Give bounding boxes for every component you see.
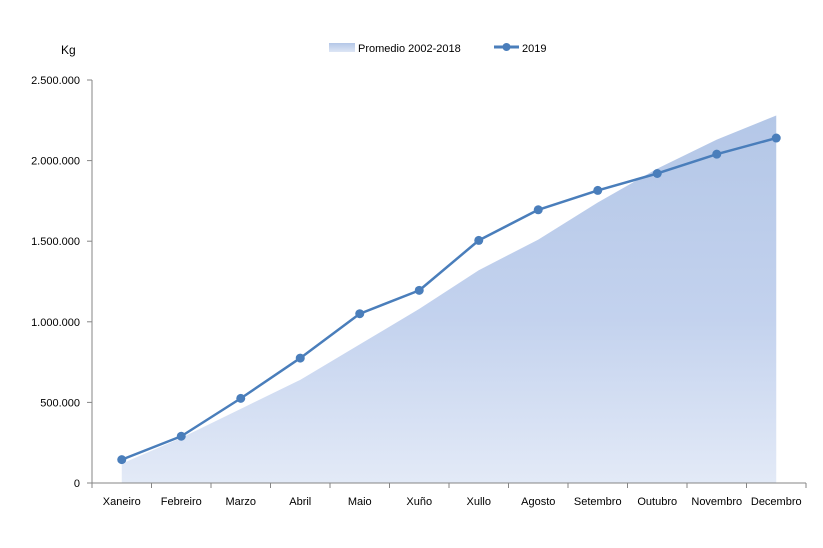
x-tick-label: Febreiro	[161, 496, 202, 508]
y-tick-label: 1.500.000	[31, 236, 80, 248]
average-area	[121, 115, 777, 484]
y-tick-label: 2.000.000	[31, 156, 80, 168]
series-2019-point	[295, 353, 305, 363]
x-tick-label: Marzo	[225, 496, 256, 508]
x-tick-label: Abril	[289, 496, 311, 508]
y-tick-label: 2.500.000	[31, 75, 80, 87]
series-2019-line	[121, 136, 777, 461]
series-2019-point	[474, 235, 484, 245]
x-tick-label: Novembro	[691, 496, 742, 508]
x-tick-label: Xullo	[467, 496, 491, 508]
y-axis-ticks: 0 500.000 1.000.000 1.500.000 2.000.000 2.500…	[31, 75, 92, 490]
series-2019-point	[176, 431, 186, 441]
series-2019-point	[117, 455, 127, 465]
series-2019-point	[652, 168, 662, 178]
legend-swatch-average	[329, 43, 355, 52]
x-tick-label: Xaneiro	[103, 496, 141, 508]
x-tick-label: Maio	[348, 496, 372, 508]
series-2019-point	[771, 133, 781, 143]
x-tick-label: Xuño	[406, 496, 432, 508]
plot-area: 0 500.000 1.000.000 1.500.000 2.000.000 2.500…	[31, 75, 807, 508]
y-tick-label: 1.000.000	[31, 317, 80, 329]
y-unit-label: Kg	[61, 43, 76, 57]
x-tick-label: Agosto	[521, 496, 555, 508]
series-2019-point	[712, 149, 722, 159]
series-2019-point	[355, 309, 365, 319]
legend-label-average: Promedio 2002-2018	[358, 43, 461, 55]
x-tick-label: Outubro	[637, 496, 677, 508]
series-2019-point	[593, 185, 603, 195]
legend-marker-2019	[502, 43, 511, 51]
series-2019-point	[533, 205, 543, 215]
y-tick-label: 500.000	[40, 397, 80, 409]
series-2019-markers	[117, 133, 781, 465]
x-axis-ticks: Xaneiro Febreiro Marzo Abril Maio Xuño Xullo Ag…	[91, 483, 807, 508]
legend: Promedio 2002-2018 2019	[329, 43, 546, 55]
series-2019-point	[236, 393, 246, 403]
legend-label-2019: 2019	[522, 43, 546, 55]
y-tick-label: 0	[74, 478, 80, 490]
x-tick-label: Setembro	[574, 496, 622, 508]
series-2019-point	[414, 285, 424, 295]
x-tick-label: Decembro	[751, 496, 802, 508]
